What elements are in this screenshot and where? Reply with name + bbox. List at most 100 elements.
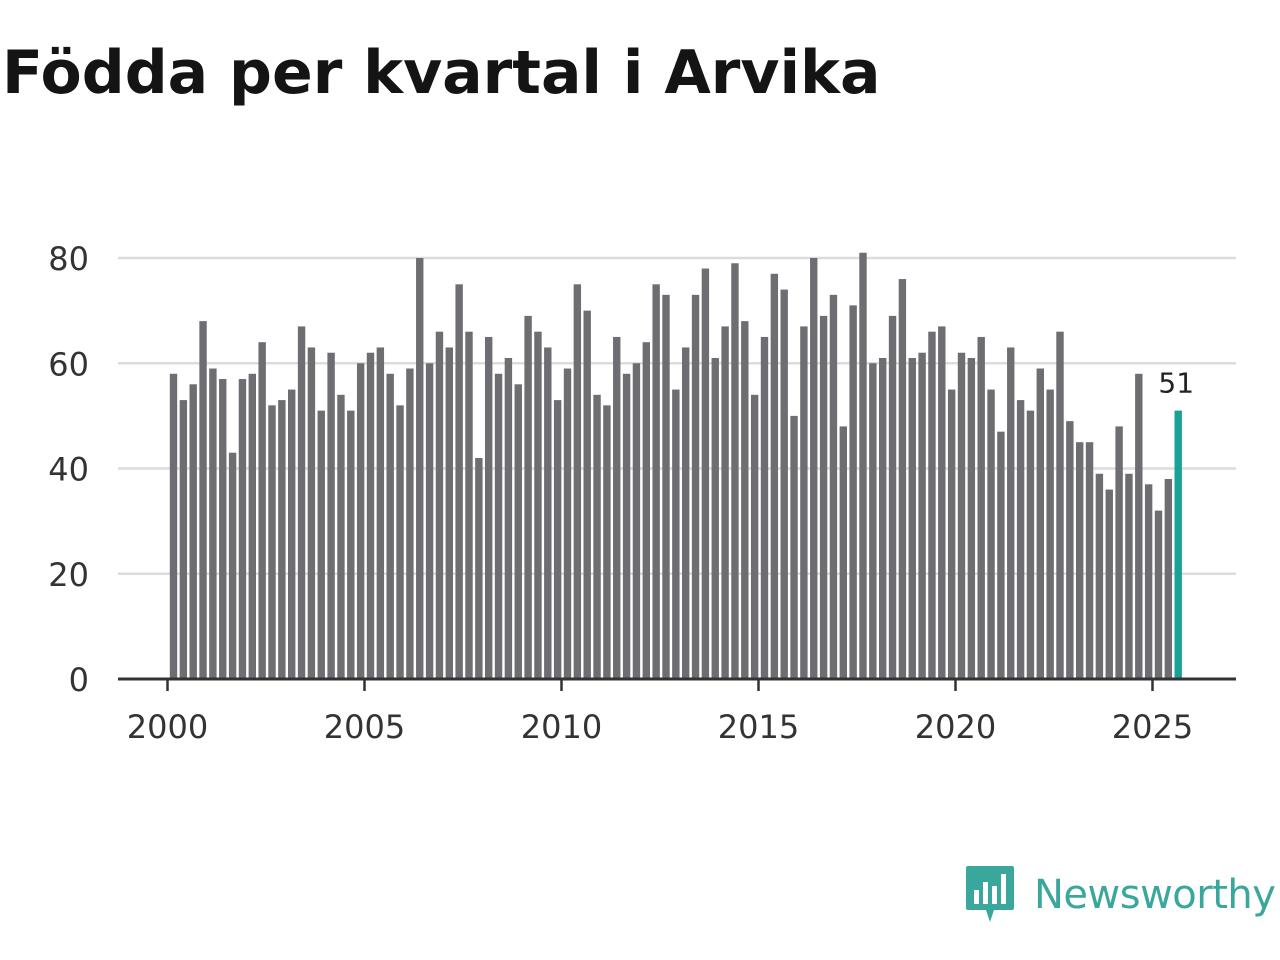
bar — [593, 394, 601, 679]
bar — [366, 352, 375, 679]
bar — [849, 305, 857, 679]
bar — [1046, 389, 1054, 679]
bar — [238, 379, 247, 679]
bar — [662, 294, 670, 679]
bar — [1085, 442, 1094, 679]
bar — [1076, 442, 1084, 679]
bar — [829, 294, 838, 679]
bar — [790, 415, 798, 680]
bar — [721, 326, 729, 679]
bar — [928, 331, 936, 679]
bar — [967, 357, 976, 679]
bar — [1144, 484, 1153, 679]
bar — [652, 284, 660, 679]
bar — [356, 363, 365, 679]
bar — [642, 342, 650, 679]
bar — [760, 336, 769, 679]
bar — [1036, 368, 1044, 679]
bar — [1026, 410, 1035, 679]
brand-name: Newsworthy — [1034, 872, 1276, 918]
bar — [839, 426, 847, 679]
bar — [228, 452, 237, 679]
bar — [406, 368, 414, 679]
bar — [297, 326, 306, 679]
bar — [475, 457, 483, 679]
bar — [879, 357, 887, 679]
bars — [169, 252, 1182, 680]
bar — [317, 410, 325, 679]
bar — [347, 410, 355, 679]
bar — [987, 389, 995, 679]
bar — [997, 431, 1005, 679]
bar — [563, 368, 572, 679]
x-tick-label: 2015 — [718, 708, 799, 746]
bar — [898, 279, 907, 679]
bar — [1095, 473, 1104, 679]
bar — [169, 373, 178, 679]
bar — [888, 315, 897, 679]
bar — [1125, 473, 1133, 679]
bar — [327, 352, 335, 679]
bar — [504, 357, 513, 679]
bar — [1154, 510, 1163, 679]
bar — [248, 373, 256, 679]
x-tick-label: 2025 — [1112, 708, 1193, 746]
bar — [819, 315, 828, 679]
bar — [425, 363, 434, 679]
bar — [750, 394, 759, 679]
bar — [455, 284, 463, 679]
x-tick-label: 2010 — [521, 708, 602, 746]
bar — [622, 373, 631, 679]
bar — [524, 315, 532, 679]
bar — [337, 394, 345, 679]
y-tick-label: 80 — [48, 240, 89, 278]
bar — [603, 405, 611, 679]
bar — [544, 347, 552, 679]
bar — [199, 321, 207, 679]
bar — [1105, 489, 1113, 679]
y-axis-ticks: 0 20 40 60 80 — [48, 240, 89, 699]
bar — [701, 268, 710, 679]
bar — [741, 321, 749, 679]
bar — [947, 389, 956, 679]
y-tick-label: 20 — [48, 556, 89, 594]
bar — [219, 379, 227, 679]
bar — [386, 373, 394, 679]
bar — [957, 352, 966, 679]
bar — [307, 347, 316, 679]
bar — [869, 363, 877, 679]
bar — [780, 289, 788, 679]
bar — [672, 389, 680, 679]
bar — [711, 357, 719, 679]
bar — [179, 400, 188, 679]
x-axis: 2000 2005 2010 2015 2020 2025 — [118, 677, 1236, 746]
bar — [918, 352, 926, 679]
bar — [485, 336, 493, 679]
bar — [189, 384, 197, 679]
bar — [258, 342, 266, 679]
bar — [494, 373, 503, 679]
bar — [691, 294, 700, 679]
bar — [288, 389, 296, 679]
bar — [1164, 479, 1173, 679]
bar — [613, 336, 621, 679]
bar — [1135, 373, 1143, 679]
bar — [1056, 331, 1064, 679]
x-tick-label: 2000 — [127, 708, 208, 746]
x-tick-label: 2005 — [324, 708, 405, 746]
bar — [268, 405, 276, 679]
bar — [465, 331, 473, 679]
bar — [416, 258, 424, 679]
bar — [435, 331, 444, 679]
bar — [514, 384, 522, 679]
bar — [770, 273, 779, 679]
bar — [209, 368, 217, 679]
data-labels: 51 — [1158, 367, 1194, 400]
bar — [1007, 347, 1015, 679]
bar — [977, 336, 985, 679]
brand-logo: Newsworthy — [964, 864, 1276, 926]
y-tick-label: 40 — [48, 451, 89, 489]
bar — [731, 263, 739, 679]
y-tick-label: 60 — [48, 345, 89, 383]
